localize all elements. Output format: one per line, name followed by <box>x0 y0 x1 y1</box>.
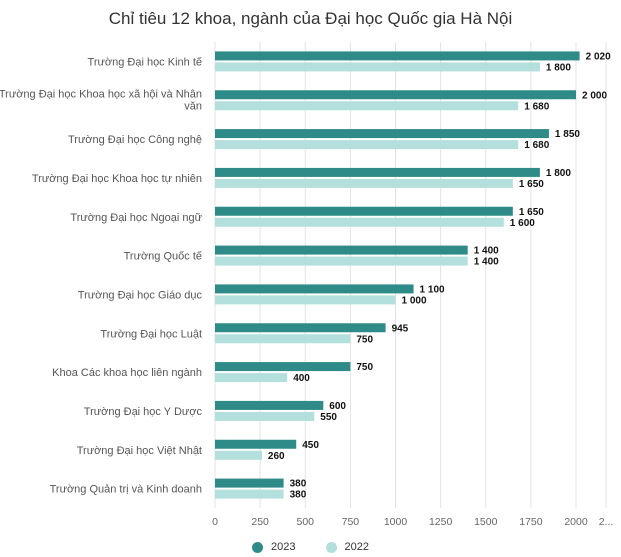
bar-2022[interactable] <box>215 62 540 72</box>
category-label: Trường Đại học Y Dược <box>84 406 203 418</box>
bar-2023[interactable] <box>215 400 324 410</box>
category-label: Trường Đại học Giáo dục <box>78 289 203 301</box>
data-label-2022: 260 <box>268 451 285 462</box>
category-label: Trường Đại học Ngoại ngữ <box>70 212 202 224</box>
bar-2022[interactable] <box>215 411 315 421</box>
category-label: Trường Đại học Khoa học tự nhiên <box>32 173 202 185</box>
x-tick-label: 2000 <box>564 516 588 528</box>
data-label-2023: 2 020 <box>586 51 611 62</box>
bar-2022[interactable] <box>215 334 351 344</box>
data-label-2022: 750 <box>356 334 373 345</box>
data-label-2022: 1 000 <box>402 295 427 306</box>
x-tick-label: 500 <box>296 516 314 528</box>
data-label-2023: 600 <box>329 401 346 412</box>
x-tick-label: 2... <box>599 516 614 528</box>
data-label-2023: 1 400 <box>474 246 499 257</box>
data-label-2022: 1 680 <box>524 101 549 112</box>
gridlines <box>214 42 607 508</box>
data-label-2022: 400 <box>293 373 310 384</box>
data-label-2023: 1 650 <box>519 207 544 218</box>
legend: 2023 2022 <box>0 541 621 553</box>
bar-2023[interactable] <box>215 362 351 372</box>
data-label-2023: 945 <box>392 323 409 334</box>
data-label-2023: 750 <box>356 362 373 373</box>
chart-title: Chỉ tiêu 12 khoa, ngành của Đại học Quốc… <box>108 9 513 28</box>
bar-2023[interactable] <box>215 206 513 216</box>
bar-2022[interactable] <box>215 256 468 266</box>
data-label-2022: 1 650 <box>519 179 544 190</box>
x-axis-ticks: 0 250 500 750 1000 1250 1500 1750 2000 2... <box>212 516 613 528</box>
data-label-2022: 1 680 <box>524 140 549 151</box>
category-label: Trường Quản trị và Kinh doanh <box>50 484 202 496</box>
category-label: Trường Quốc tế <box>124 251 202 263</box>
bar-2023[interactable] <box>215 90 576 100</box>
bar-2023[interactable] <box>215 439 297 449</box>
category-label: Trường Đại học Công nghệ <box>68 134 202 146</box>
bar-2022[interactable] <box>215 101 519 111</box>
x-tick-label: 1250 <box>429 516 453 528</box>
x-tick-label: 0 <box>212 516 218 528</box>
x-tick-label: 1000 <box>384 516 408 528</box>
legend-marker-2022 <box>325 541 337 553</box>
bar-2022[interactable] <box>215 178 513 188</box>
legend-label-2022: 2022 <box>344 541 369 553</box>
bar-2022[interactable] <box>215 489 284 499</box>
x-tick-label: 1750 <box>519 516 543 528</box>
bar-2022[interactable] <box>215 217 504 227</box>
bar-2023[interactable] <box>215 284 414 294</box>
data-label-2023: 2 000 <box>582 90 607 101</box>
bar-2022[interactable] <box>215 295 396 305</box>
data-label-2022: 1 400 <box>474 257 499 268</box>
bar-2023[interactable] <box>215 129 549 139</box>
category-label: Trường Đại học Khoa học xã hội và Nhân vă… <box>0 88 202 112</box>
category-label: Trường Đại học Kinh tế <box>88 56 202 68</box>
legend-item-2023[interactable]: 2023 <box>252 541 296 553</box>
bar-2022[interactable] <box>215 140 519 150</box>
x-tick-label: 750 <box>342 516 360 528</box>
data-label-2022: 1 800 <box>546 62 571 73</box>
category-label: Trường Đại học Việt Nhật <box>77 445 202 457</box>
x-tick-label: 250 <box>251 516 269 528</box>
bars <box>215 51 580 499</box>
data-label-2022: 1 600 <box>510 218 535 229</box>
category-label: Khoa Các khoa học liên ngành <box>52 367 202 379</box>
bar-2023[interactable] <box>215 245 468 255</box>
legend-item-2022[interactable]: 2022 <box>325 541 369 553</box>
legend-label-2023: 2023 <box>271 541 296 553</box>
category-label: Trường Đại học Luật <box>100 328 202 340</box>
bar-2023[interactable] <box>215 478 284 488</box>
data-label-2022: 550 <box>320 412 337 423</box>
x-tick-label: 1500 <box>474 516 498 528</box>
data-label-2023: 1 850 <box>555 129 580 140</box>
bar-2022[interactable] <box>215 450 262 460</box>
data-label-2023: 450 <box>302 440 319 451</box>
bar-2023[interactable] <box>215 323 386 333</box>
data-label-2023: 380 <box>290 479 307 490</box>
bar-2023[interactable] <box>215 51 580 61</box>
bar-2023[interactable] <box>215 167 540 177</box>
data-label-2023: 1 800 <box>546 168 571 179</box>
bar-2022[interactable] <box>215 373 288 383</box>
data-label-2022: 380 <box>290 490 307 501</box>
data-label-2023: 1 100 <box>420 284 445 295</box>
legend-marker-2023 <box>252 541 264 553</box>
category-labels: Trường Đại học Kinh tế Trường Đại học Kho… <box>0 56 203 495</box>
